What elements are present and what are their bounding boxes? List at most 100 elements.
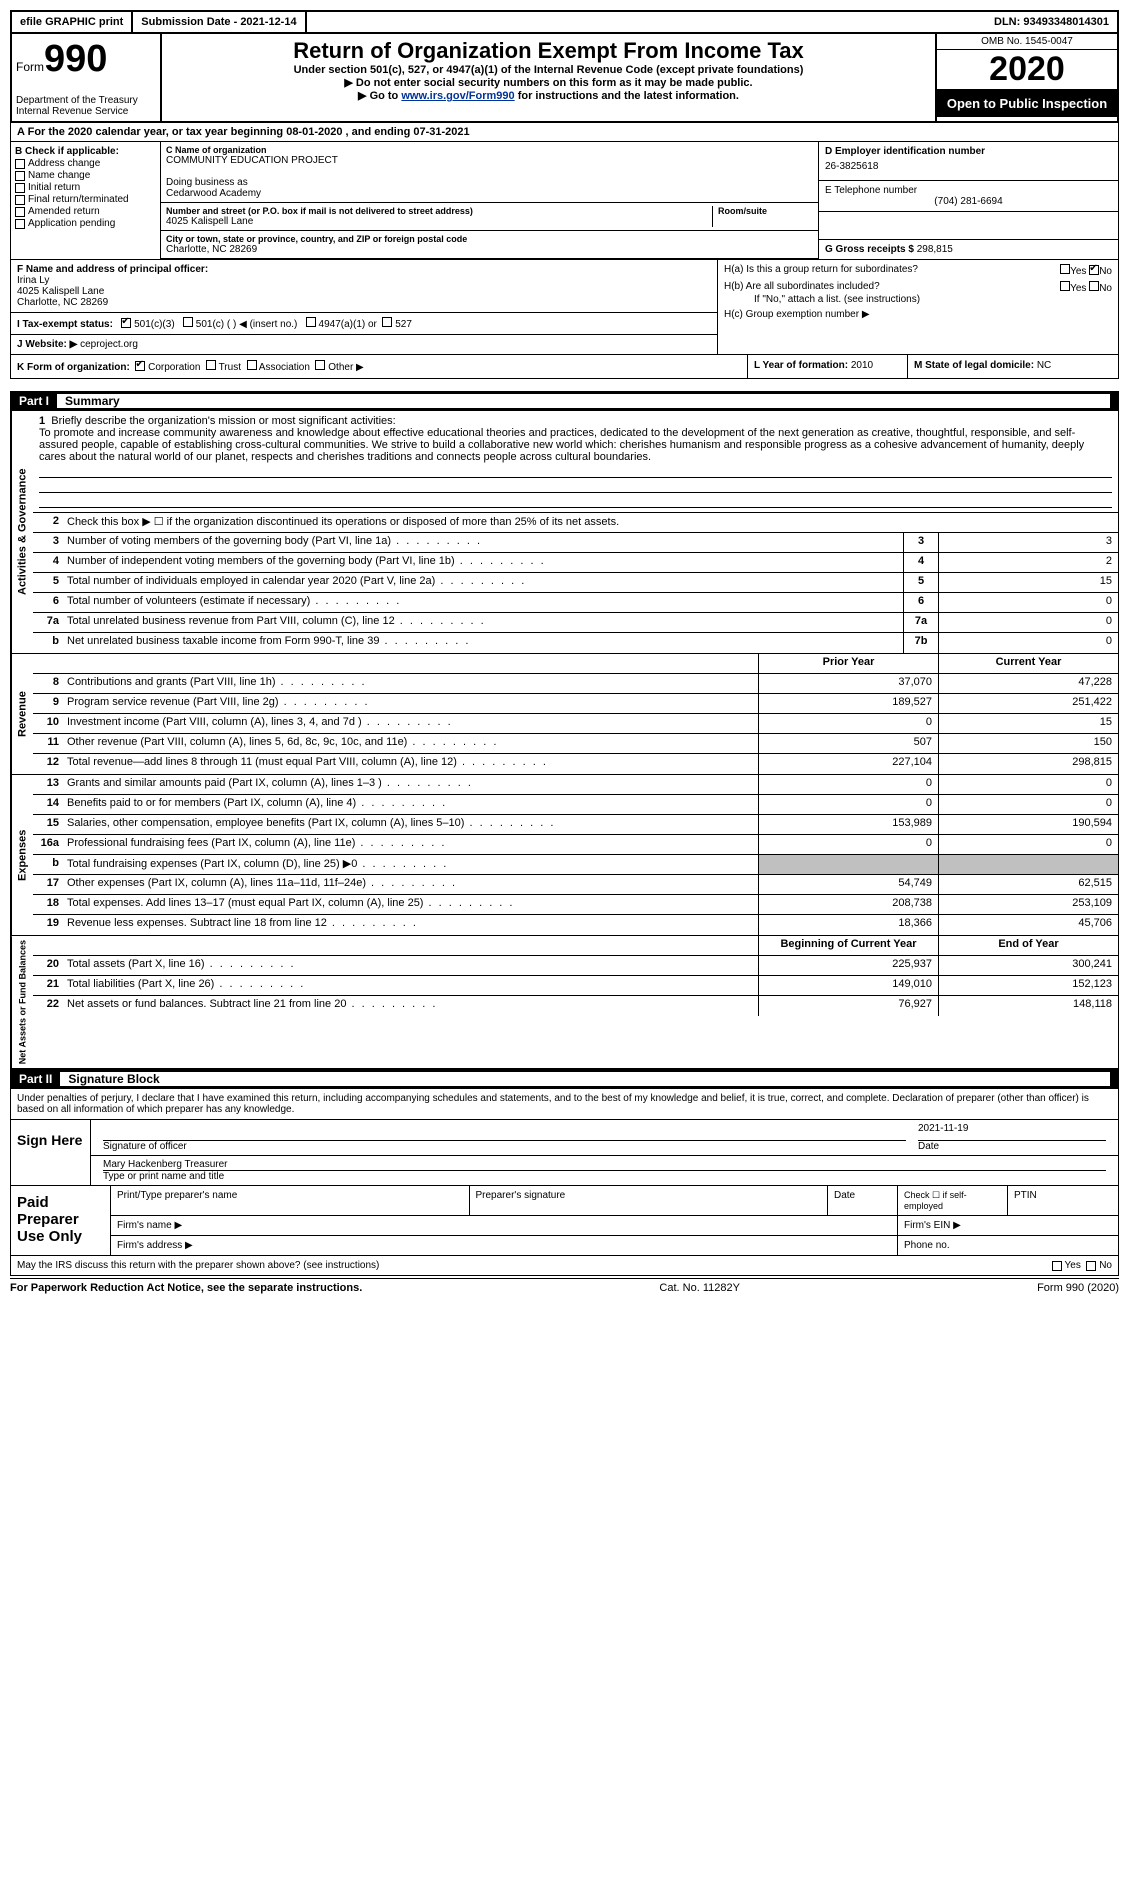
form-header: Form 990 Department of the Treasury Inte…: [10, 34, 1119, 123]
tax-year: 2020: [937, 50, 1117, 90]
discuss-no-chk[interactable]: [1086, 1261, 1096, 1271]
line-desc: Total fundraising expenses (Part IX, col…: [63, 855, 758, 874]
line-desc: Total assets (Part X, line 16): [63, 956, 758, 975]
data-line: bTotal fundraising expenses (Part IX, co…: [33, 855, 1118, 875]
d-label: D Employer identification number: [825, 146, 1112, 157]
row-k-l-m: K Form of organization: Corporation Trus…: [10, 355, 1119, 379]
prior-year-val: 0: [758, 775, 938, 794]
gov-line: bNet unrelated business taxable income f…: [33, 633, 1118, 653]
chk-501c[interactable]: [183, 317, 193, 327]
chk-final-return[interactable]: [15, 195, 25, 205]
city-label: City or town, state or province, country…: [166, 234, 813, 244]
current-year-val: 152,123: [938, 976, 1118, 995]
line-num: 6: [33, 593, 63, 612]
line-num: 17: [33, 875, 63, 894]
i-o1: 501(c)(3): [134, 319, 175, 330]
a-text: For the 2020 calendar year, or tax year …: [28, 126, 470, 138]
data-line: 11Other revenue (Part VIII, column (A), …: [33, 734, 1118, 754]
perjury-declaration: Under penalties of perjury, I declare th…: [11, 1089, 1118, 1120]
part2-header: Part II Signature Block: [10, 1069, 1119, 1089]
entity-block: B Check if applicable: Address change Na…: [10, 142, 1119, 260]
na-hdr-begin: Beginning of Current Year: [758, 936, 938, 955]
line-num: 3: [33, 533, 63, 552]
data-line: 18Total expenses. Add lines 13–17 (must …: [33, 895, 1118, 915]
chk-address-change[interactable]: [15, 159, 25, 169]
discuss-yes-chk[interactable]: [1052, 1261, 1062, 1271]
b-item-1: Name change: [28, 170, 90, 181]
ha-no-lbl: No: [1099, 266, 1112, 277]
line-box: 4: [903, 553, 938, 572]
form-label: Form: [16, 60, 44, 74]
line-desc: Net assets or fund balances. Subtract li…: [63, 996, 758, 1016]
rev-hdr-n: [33, 654, 63, 673]
website-value: ceproject.org: [80, 339, 138, 350]
officer-name: Irina Ly: [17, 275, 49, 286]
prior-year-val: [758, 855, 938, 874]
b-item-2: Initial return: [28, 182, 80, 193]
current-year-val: 62,515: [938, 875, 1118, 894]
chk-other[interactable]: [315, 360, 325, 370]
page-footer: For Paperwork Reduction Act Notice, see …: [10, 1278, 1119, 1297]
line-num: 5: [33, 573, 63, 592]
line-desc: Total revenue—add lines 8 through 11 (mu…: [63, 754, 758, 774]
line-desc: Investment income (Part VIII, column (A)…: [63, 714, 758, 733]
data-line: 10Investment income (Part VIII, column (…: [33, 714, 1118, 734]
current-year-val: 251,422: [938, 694, 1118, 713]
chk-initial-return[interactable]: [15, 183, 25, 193]
line-desc: Professional fundraising fees (Part IX, …: [63, 835, 758, 854]
chk-assoc[interactable]: [247, 360, 257, 370]
ha-yes[interactable]: [1060, 264, 1070, 274]
chk-pending[interactable]: [15, 219, 25, 229]
hb-yes[interactable]: [1060, 281, 1070, 291]
chk-527[interactable]: [382, 317, 392, 327]
current-year-val: 15: [938, 714, 1118, 733]
street-label: Number and street (or P.O. box if mail i…: [166, 206, 712, 216]
hc-label: H(c) Group exemption number ▶: [724, 309, 1112, 320]
firm-name-label: Firm's name ▶: [111, 1216, 898, 1235]
line-box: 7b: [903, 633, 938, 653]
prior-year-val: 37,070: [758, 674, 938, 693]
chk-name-change[interactable]: [15, 171, 25, 181]
i-o2: 501(c) ( ) ◀ (insert no.): [196, 319, 298, 330]
line-desc: Salaries, other compensation, employee b…: [63, 815, 758, 834]
na-hdr-n: [33, 936, 63, 955]
prior-year-val: 208,738: [758, 895, 938, 914]
prior-year-val: 0: [758, 795, 938, 814]
line-desc: Program service revenue (Part VIII, line…: [63, 694, 758, 713]
current-year-val: 0: [938, 775, 1118, 794]
officer-addr1: 4025 Kalispell Lane: [17, 286, 104, 297]
current-year-val: 45,706: [938, 915, 1118, 935]
line-num: 20: [33, 956, 63, 975]
expenses-section: Expenses 13Grants and similar amounts pa…: [10, 775, 1119, 936]
i-o3: 4947(a)(1) or: [319, 319, 377, 330]
data-line: 20Total assets (Part X, line 16)225,9373…: [33, 956, 1118, 976]
line-num: b: [33, 855, 63, 874]
cat-number: Cat. No. 11282Y: [659, 1282, 740, 1294]
goto-pre: ▶ Go to: [358, 90, 401, 102]
ha-no[interactable]: [1089, 265, 1099, 275]
top-bar: efile GRAPHIC print Submission Date - 20…: [10, 10, 1119, 34]
hb-no[interactable]: [1089, 281, 1099, 291]
discuss-yes-lbl: Yes: [1065, 1260, 1081, 1271]
chk-amended[interactable]: [15, 207, 25, 217]
current-year-val: 0: [938, 795, 1118, 814]
line-box: 6: [903, 593, 938, 612]
l2-num: 2: [33, 513, 63, 532]
part2-title: Signature Block: [60, 1072, 1110, 1086]
current-year-val: 47,228: [938, 674, 1118, 693]
chk-corp[interactable]: [135, 361, 145, 371]
g-label: G Gross receipts $: [825, 244, 914, 255]
chk-4947[interactable]: [306, 317, 316, 327]
line-num: 16a: [33, 835, 63, 854]
line-num: 4: [33, 553, 63, 572]
omb-number: OMB No. 1545-0047: [937, 34, 1117, 50]
firm-phone-label: Phone no.: [898, 1236, 1118, 1255]
l-label: L Year of formation:: [754, 360, 848, 371]
domicile-state: NC: [1037, 360, 1051, 371]
line-desc: Number of voting members of the governin…: [63, 533, 903, 552]
line-val: 3: [938, 533, 1118, 552]
irs-link[interactable]: www.irs.gov/Form990: [401, 90, 514, 102]
prior-year-val: 153,989: [758, 815, 938, 834]
chk-trust[interactable]: [206, 360, 216, 370]
chk-501c3[interactable]: [121, 318, 131, 328]
